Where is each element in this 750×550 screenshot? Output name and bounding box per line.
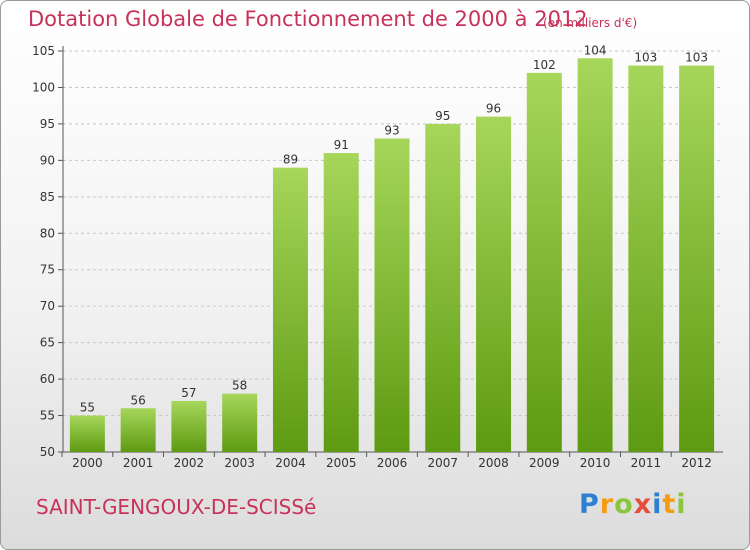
bar <box>272 167 308 452</box>
y-tick-label: 55 <box>40 409 55 423</box>
bar-value-label: 93 <box>384 123 399 137</box>
bar <box>222 393 258 452</box>
y-tick-label: 65 <box>40 336 55 350</box>
x-tick-label: 2009 <box>529 456 560 470</box>
x-tick-label: 2008 <box>478 456 509 470</box>
bar-value-label: 95 <box>435 109 450 123</box>
y-tick-label: 60 <box>40 372 55 386</box>
chart-title: Dotation Globale de Fonctionnement de 20… <box>28 7 588 31</box>
x-tick-label: 2001 <box>123 456 154 470</box>
y-tick-label: 80 <box>40 226 55 240</box>
bar-value-label: 103 <box>685 51 708 65</box>
x-tick-label: 2003 <box>224 456 255 470</box>
x-tick-label: 2000 <box>72 456 103 470</box>
chart-subtitle: (en milliers d'€) <box>543 16 638 30</box>
bar-value-label: 58 <box>232 379 247 393</box>
bar <box>374 138 410 452</box>
bars <box>69 58 715 453</box>
bar-value-label: 56 <box>131 393 146 407</box>
bar <box>628 65 664 452</box>
bar <box>577 58 613 453</box>
logo-letter: P <box>579 489 600 520</box>
data-labels: 55 56 57 58 89 91 93 95 96 102 104 103 103 <box>80 43 708 414</box>
y-tick-label: 75 <box>40 263 55 277</box>
axes: 50 55 60 65 70 75 80 85 90 95 100 105 2000 2001 2002 20… <box>32 44 723 470</box>
bar-value-label: 89 <box>283 153 298 167</box>
x-tick-label: 2002 <box>174 456 205 470</box>
bar <box>425 123 461 452</box>
x-tick-label: 2006 <box>377 456 408 470</box>
bar <box>69 415 105 452</box>
y-tick-label: 105 <box>32 44 55 58</box>
y-tick-label: 85 <box>40 190 55 204</box>
y-tick-label: 90 <box>40 153 55 167</box>
proxiti-logo[interactable]: Proxiti <box>579 489 687 520</box>
bar <box>323 153 359 452</box>
bar-value-label: 103 <box>634 51 657 65</box>
bar <box>171 400 207 452</box>
y-tick-label: 95 <box>40 117 55 131</box>
commune-name: SAINT-GENGOUX-DE-SCISSé <box>36 495 317 519</box>
bar <box>476 116 512 453</box>
x-tick-label: 2011 <box>631 456 662 470</box>
x-tick-label: 2012 <box>681 456 712 470</box>
bar-value-label: 104 <box>584 43 607 57</box>
y-tick-label: 70 <box>40 299 55 313</box>
bar-value-label: 91 <box>334 138 349 152</box>
logo-letter: i <box>652 489 663 520</box>
bar <box>526 72 562 452</box>
logo-letter: o <box>614 489 634 520</box>
y-tick-label: 50 <box>40 445 55 459</box>
logo-letter: r <box>599 489 615 520</box>
bar-value-label: 102 <box>533 58 556 72</box>
logo-letter: t <box>662 489 677 520</box>
bar-value-label: 57 <box>181 386 196 400</box>
x-tick-label: 2005 <box>326 456 357 470</box>
y-tick-label: 100 <box>32 80 55 94</box>
bar <box>679 65 715 452</box>
logo-letter: x <box>633 489 653 520</box>
bar <box>120 408 156 452</box>
x-tick-label: 2004 <box>275 456 306 470</box>
logo-letter: i <box>676 489 687 520</box>
bar-value-label: 55 <box>80 401 95 415</box>
x-tick-label: 2007 <box>427 456 458 470</box>
x-tick-label: 2010 <box>580 456 611 470</box>
bar-value-label: 96 <box>486 102 501 116</box>
